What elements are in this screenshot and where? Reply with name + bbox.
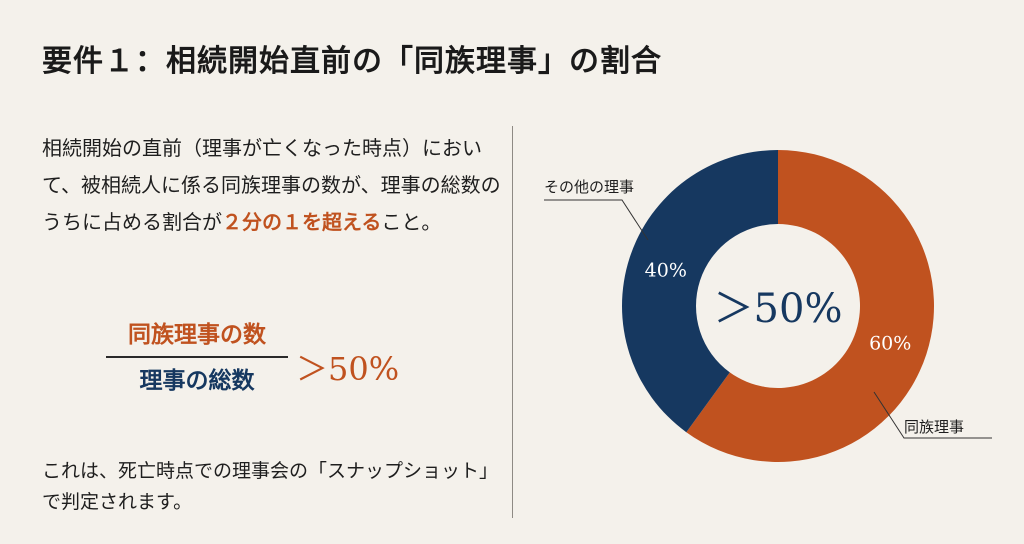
- slice-name-family: 同族理事: [904, 418, 964, 436]
- description-before: 相続開始の直前（理事が亡くなった時点）において、被相続人に係る同族理事の数が、理…: [42, 136, 501, 234]
- ratio-formula: 同族理事の数 理事の総数 ＞50%: [106, 318, 426, 408]
- slice-name-other: その他の理事: [544, 178, 634, 196]
- page-title: 要件１：相続開始直前の「同族理事」の割合: [42, 44, 662, 79]
- chart-slices: 60% 40%: [621, 150, 934, 462]
- description-after: こと。: [381, 210, 442, 234]
- formula-ratio: ＞50%: [296, 350, 400, 388]
- vertical-divider: [512, 126, 513, 518]
- slice-family: [686, 150, 934, 462]
- description-emphasis: ２分の１を超える: [222, 210, 382, 234]
- donut-chart: 60% 40% ＞50% その他の理事 同族理事: [544, 150, 992, 462]
- fraction-denominator: 理事の総数: [139, 368, 255, 394]
- slice-other-value-label: 40%: [645, 260, 687, 282]
- fraction: 同族理事の数 理事の総数: [106, 318, 288, 398]
- slice-other: [621, 150, 778, 433]
- fraction-line: [106, 356, 288, 358]
- fraction-numerator: 同族理事の数: [128, 322, 266, 348]
- leader-line-family: [873, 391, 992, 439]
- description-text: 相続開始の直前（理事が亡くなった時点）において、被相続人に係る同族理事の数が、理…: [42, 130, 502, 241]
- chart-center-label: ＞50%: [714, 286, 843, 332]
- slice-family-value-label: 60%: [869, 332, 911, 354]
- note-text: これは、死亡時点での理事会の「スナップショット」で判定されます。: [42, 460, 489, 513]
- leader-line-other: [544, 199, 649, 241]
